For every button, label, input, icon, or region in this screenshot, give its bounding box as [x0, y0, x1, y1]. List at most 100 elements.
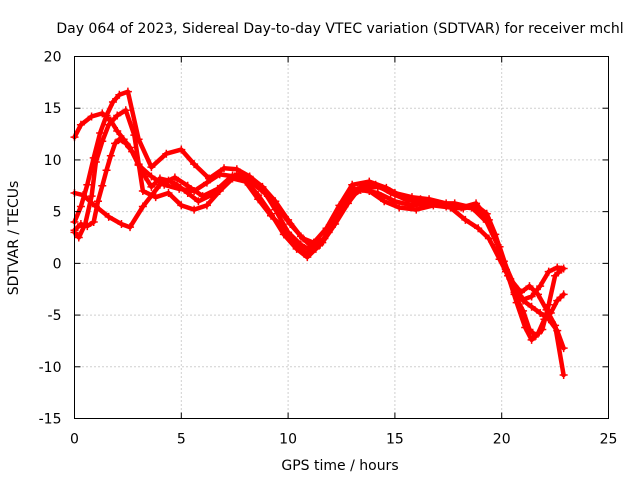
data-point	[113, 126, 122, 135]
data-point	[190, 205, 199, 214]
data-point	[190, 160, 199, 169]
data-point	[461, 215, 470, 224]
data-point	[380, 197, 389, 206]
data-point	[96, 129, 105, 138]
data-point	[138, 186, 147, 195]
data-point	[296, 240, 305, 249]
data-point	[138, 202, 147, 211]
grid	[74, 56, 609, 419]
y-tick-label: 5	[53, 205, 62, 221]
data-point	[284, 228, 293, 237]
data-point	[207, 191, 216, 200]
data-point	[91, 157, 100, 166]
data-point	[474, 224, 483, 233]
data-point	[123, 87, 132, 96]
data-point	[412, 205, 421, 214]
x-tick-label: 25	[600, 432, 618, 448]
data-point	[74, 233, 83, 242]
data-series-group	[70, 87, 568, 380]
data-point	[472, 199, 481, 208]
x-tick-label: 5	[177, 432, 186, 448]
data-point	[527, 335, 536, 344]
data-point	[348, 180, 357, 189]
data-point	[254, 195, 263, 204]
data-point	[76, 220, 85, 229]
data-point	[356, 182, 365, 191]
data-point	[232, 170, 241, 179]
x-tick-label: 10	[279, 432, 297, 448]
y-tick-label: 15	[44, 101, 62, 117]
data-point	[147, 182, 156, 191]
data-point	[104, 120, 113, 129]
data-point	[318, 238, 327, 247]
y-tick-label: -10	[39, 360, 62, 376]
data-point	[519, 296, 528, 305]
data-point	[553, 263, 562, 272]
data-point	[559, 290, 568, 299]
data-point	[301, 249, 310, 258]
data-point	[271, 205, 280, 214]
data-point	[525, 282, 534, 291]
data-point	[115, 90, 124, 99]
y-tick-label: 0	[53, 256, 62, 272]
data-point	[331, 220, 340, 229]
data-point	[202, 201, 211, 210]
data-point	[220, 164, 229, 173]
data-point	[121, 106, 130, 115]
axis-ticks: 0 5 10 15 20 25 -15 -10 -5 0 5 10 15 20	[39, 50, 618, 448]
data-point	[113, 111, 122, 120]
data-point	[386, 189, 395, 198]
data-point	[469, 204, 478, 213]
data-point	[170, 173, 179, 182]
data-point	[98, 137, 107, 146]
data-point	[98, 181, 107, 190]
data-point	[102, 166, 111, 175]
data-point	[527, 292, 536, 301]
data-point	[83, 222, 92, 231]
data-point	[126, 223, 135, 232]
data-point	[365, 186, 374, 195]
data-point	[403, 196, 412, 205]
data-point	[202, 178, 211, 187]
data-point	[83, 180, 92, 189]
data-point	[140, 172, 149, 181]
data-point	[117, 220, 126, 229]
data-point	[151, 193, 160, 202]
data-point	[183, 189, 192, 198]
x-tick-label: 15	[386, 432, 404, 448]
data-point	[557, 265, 566, 274]
chart-title: Day 064 of 2023, Sidereal Day-to-day VTE…	[56, 21, 623, 37]
data-point	[194, 197, 203, 206]
data-point	[531, 331, 540, 340]
x-tick-label: 0	[70, 432, 79, 448]
data-point	[115, 135, 124, 144]
data-point	[482, 213, 491, 222]
data-point	[284, 215, 293, 224]
data-point	[121, 139, 130, 148]
y-tick-label: 20	[44, 50, 62, 66]
data-point	[93, 197, 102, 206]
data-point	[551, 271, 560, 280]
data-point	[205, 174, 214, 183]
data-point	[241, 177, 250, 186]
data-point	[307, 246, 316, 255]
y-tick-label: -5	[48, 308, 62, 324]
data-point	[173, 180, 182, 189]
data-point	[111, 139, 120, 148]
data-point	[245, 173, 254, 182]
data-point	[525, 325, 534, 334]
data-point	[395, 203, 404, 212]
x-tick-label: 20	[493, 432, 511, 448]
data-point	[267, 211, 276, 220]
y-axis-label: SDTVAR / TECUs	[6, 181, 22, 296]
data-point	[102, 111, 111, 120]
plot-frame	[74, 56, 609, 419]
data-point	[527, 302, 536, 311]
data-point	[343, 199, 352, 208]
data-point	[551, 321, 560, 330]
data-point	[501, 265, 510, 274]
data-point	[516, 288, 525, 297]
data-point	[544, 267, 553, 276]
data-point	[437, 200, 446, 209]
